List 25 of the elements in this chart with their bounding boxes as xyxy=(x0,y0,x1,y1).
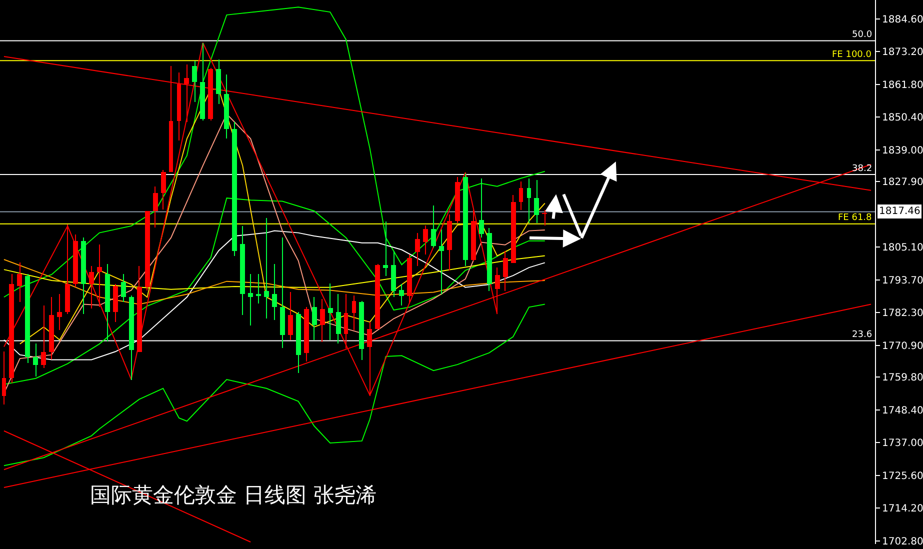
y-tick-label: 1839.00 xyxy=(882,145,923,156)
annotation: 23.6 xyxy=(852,330,872,340)
annotation: 50.0 xyxy=(852,30,872,40)
y-tick-label: 1827.90 xyxy=(882,177,923,188)
line-series xyxy=(3,6,546,298)
y-tick-label: 1725.60 xyxy=(882,470,923,482)
y-tick-label: 1861.80 xyxy=(882,80,923,91)
y-tick-label: 1805.10 xyxy=(882,242,923,254)
y-tick-label: 1759.80 xyxy=(882,372,923,384)
y-tick-label: 1770.90 xyxy=(882,340,923,352)
y-tick-label: 1714.20 xyxy=(882,504,923,515)
y-tick-label: 1850.40 xyxy=(882,112,923,124)
y-tick-label: 1873.20 xyxy=(882,47,923,58)
annotation: FE 61.8 xyxy=(838,213,872,223)
y-tick-label: 1702.80 xyxy=(882,536,923,548)
y-tick-label: 1793.70 xyxy=(882,275,923,286)
ref-line-label: 1817.46 xyxy=(879,206,920,217)
y-tick-label: 1782.30 xyxy=(882,308,923,320)
y-tick-label: 1748.40 xyxy=(882,405,923,416)
y-tick-label: 1737.00 xyxy=(882,438,923,450)
line-series xyxy=(3,304,546,466)
annotation: FE 100.0 xyxy=(832,50,872,60)
line-series xyxy=(3,259,546,305)
y-tick-label: 1884.60 xyxy=(882,14,923,26)
line-series xyxy=(3,255,546,290)
